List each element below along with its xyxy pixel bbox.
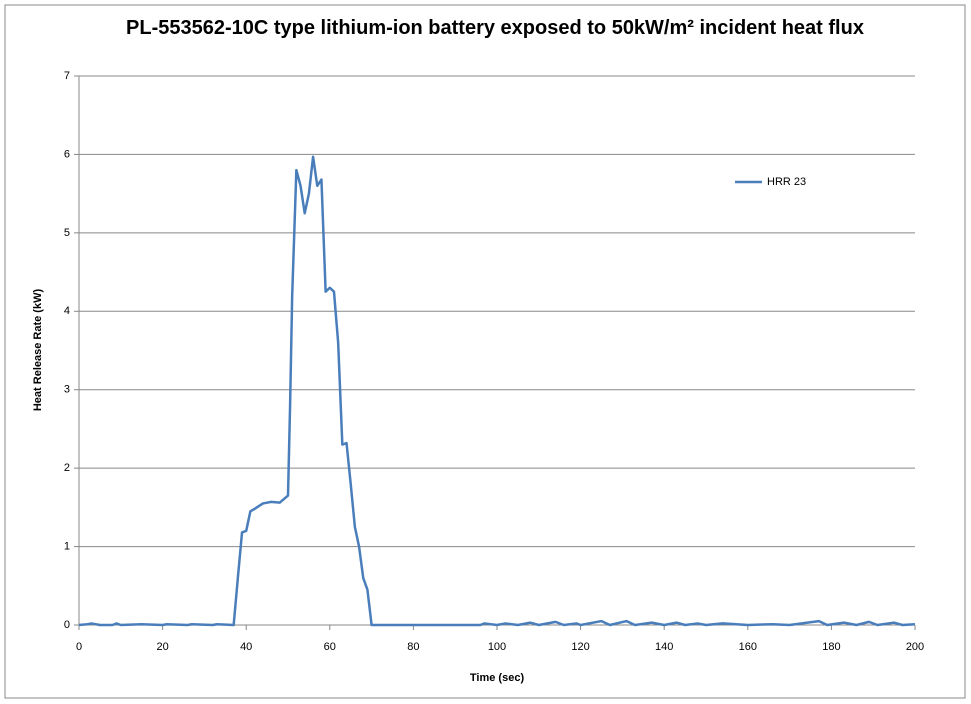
y-tick-label: 0 — [64, 619, 70, 631]
x-tick-label: 140 — [655, 641, 673, 653]
x-tick-label: 100 — [488, 641, 506, 653]
x-tick-label: 0 — [76, 641, 82, 653]
chart-border — [4, 4, 966, 699]
x-tick-label: 80 — [407, 641, 419, 653]
y-tick-label: 1 — [64, 540, 70, 552]
legend-label: HRR 23 — [767, 176, 806, 188]
chart-title: PL-553562-10C type lithium-ion battery e… — [126, 17, 864, 39]
y-tick-label: 4 — [64, 305, 70, 317]
x-tick-label: 60 — [324, 641, 336, 653]
x-axis-label: Time (sec) — [470, 672, 525, 684]
x-tick-label: 20 — [156, 641, 168, 653]
y-tick-label: 2 — [64, 462, 70, 474]
x-tick-label: 40 — [240, 641, 252, 653]
y-tick-label: 3 — [64, 384, 70, 396]
x-tick-label: 120 — [571, 641, 589, 653]
x-tick-label: 180 — [822, 641, 840, 653]
x-tick-label: 160 — [739, 641, 757, 653]
y-tick-label: 5 — [64, 227, 70, 239]
x-tick-label: 200 — [906, 641, 924, 653]
y-axis-label: Heat Release Rate (kW) — [32, 289, 44, 412]
data-line — [78, 155, 916, 627]
y-tick-label: 7 — [64, 70, 70, 82]
y-tick-label: 6 — [64, 148, 70, 160]
